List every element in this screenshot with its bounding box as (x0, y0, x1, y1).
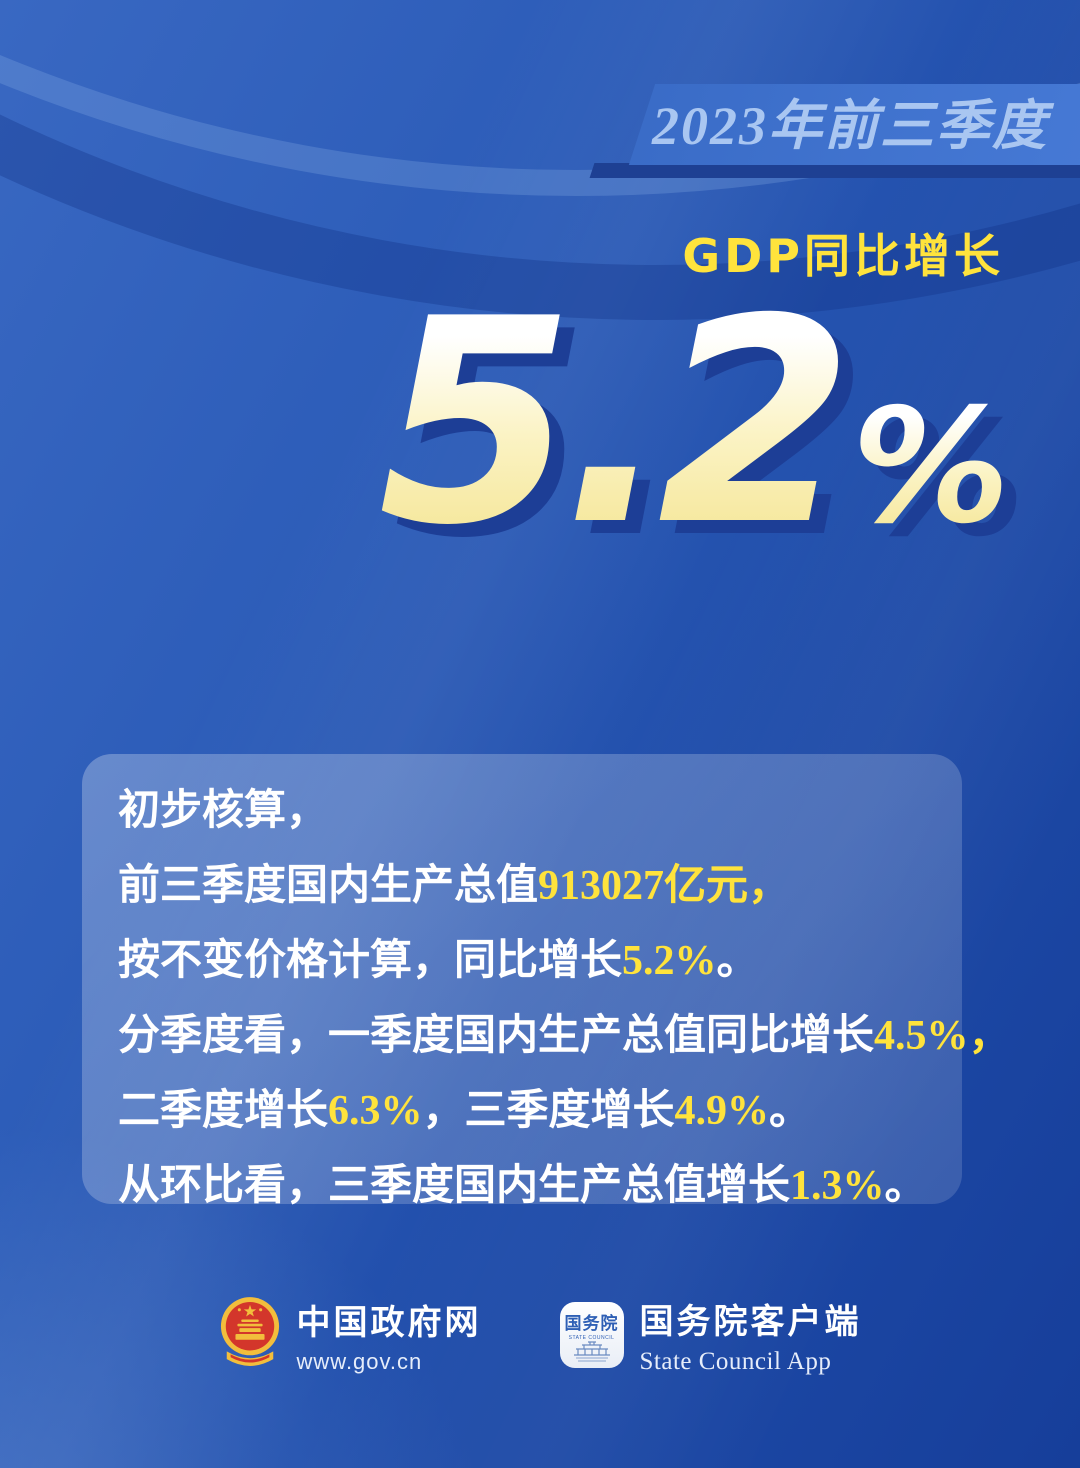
banner-title: 2023年前三季度 (652, 96, 1048, 156)
app-icon-sublabel: STATE COUNCIL (568, 1335, 615, 1341)
stats-line: 按不变价格计算，同比增长5.2%。 (118, 924, 926, 999)
app-logo-text: 国务院客户端 State Council App (640, 1294, 862, 1376)
app-icon-label: 国务院 (564, 1314, 619, 1333)
headline-label: GDP同比增长 (682, 229, 1004, 283)
banner-ribbon-shadow (589, 163, 1080, 178)
stat-highlight: 4.5%， (874, 1013, 1011, 1059)
stats-lines: 初步核算， 前三季度国内生产总值913027亿元， 按不变价格计算，同比增长5.2%… (82, 754, 1011, 1244)
stat-text: 分季度看，一季度国内生产总值同比增长 (118, 1013, 875, 1059)
stats-line: 前三季度国内生产总值913027亿元， (118, 849, 926, 924)
stat-highlight: 5.2% (622, 938, 717, 984)
stats-line: 从环比看，三季度国内生产总值增长1.3%。 (118, 1149, 927, 1224)
stat-highlight: 4.9% (674, 1088, 770, 1134)
app-icon-building-graphic (573, 1341, 610, 1362)
state-council-app-icon: 国务院 STATE COUNCIL (559, 1302, 624, 1368)
gov-site-name: 中国政府网 (296, 1304, 482, 1342)
stats-line: 分季度看，一季度国内生产总值同比增长4.5%， (118, 999, 1011, 1074)
gdp-growth-unit: % (851, 375, 1010, 560)
gdp-growth-value: 5.2 (378, 258, 854, 587)
stats-line: 二季度增长6.3%，三季度增长4.9%。 (118, 1074, 926, 1149)
stat-text: 从环比看，三季度国内生产总值增长 (118, 1163, 791, 1209)
gov-site-url: www.gov.cn (296, 1349, 423, 1374)
stat-text: 二季度增长 (118, 1088, 329, 1134)
app-name: 国务院客户端 (639, 1303, 862, 1341)
stat-highlight: 1.3% (790, 1163, 885, 1209)
national-emblem-icon (219, 1295, 281, 1376)
gov-logo-group: 中国政府网 www.gov.cn (219, 1295, 482, 1376)
gdp-growth-figure: 5.2 % 5.2 % (378, 258, 1025, 587)
stat-text: 前三季度国内生产总值 (118, 863, 539, 909)
stats-card: 初步核算， 前三季度国内生产总值913027亿元， 按不变价格计算，同比增长5.2%… (82, 754, 1011, 1209)
gdp-growth-figure-front: 5.2 % (378, 258, 1010, 587)
stat-text: 按不变价格计算，同比增长 (118, 938, 623, 984)
footer: 中国政府网 www.gov.cn 国务院 STATE COUNCIL (0, 1294, 1080, 1376)
gdp-growth-unit-shadow: % (867, 401, 1025, 559)
stat-highlight: 6.3% (328, 1088, 423, 1134)
stat-highlight: 913027亿元， (538, 863, 791, 909)
gov-logo-text: 中国政府网 www.gov.cn (297, 1295, 482, 1375)
gdp-growth-figure-shadow: 5.2 % (393, 295, 1025, 576)
gdp-growth-value-shadow: 5.2 (393, 295, 869, 576)
stat-text: ，三季度增长 (422, 1088, 675, 1134)
stat-text: 初步核算， (118, 788, 329, 834)
stat-text: 。 (769, 1088, 812, 1134)
stats-line: 初步核算， (118, 774, 926, 849)
stat-text: 。 (716, 938, 759, 984)
app-subtitle: State Council App (639, 1348, 832, 1375)
stat-text: 。 (884, 1163, 927, 1209)
app-logo-group: 国务院 STATE COUNCIL 国务院客户端 State Council A… (559, 1294, 862, 1376)
